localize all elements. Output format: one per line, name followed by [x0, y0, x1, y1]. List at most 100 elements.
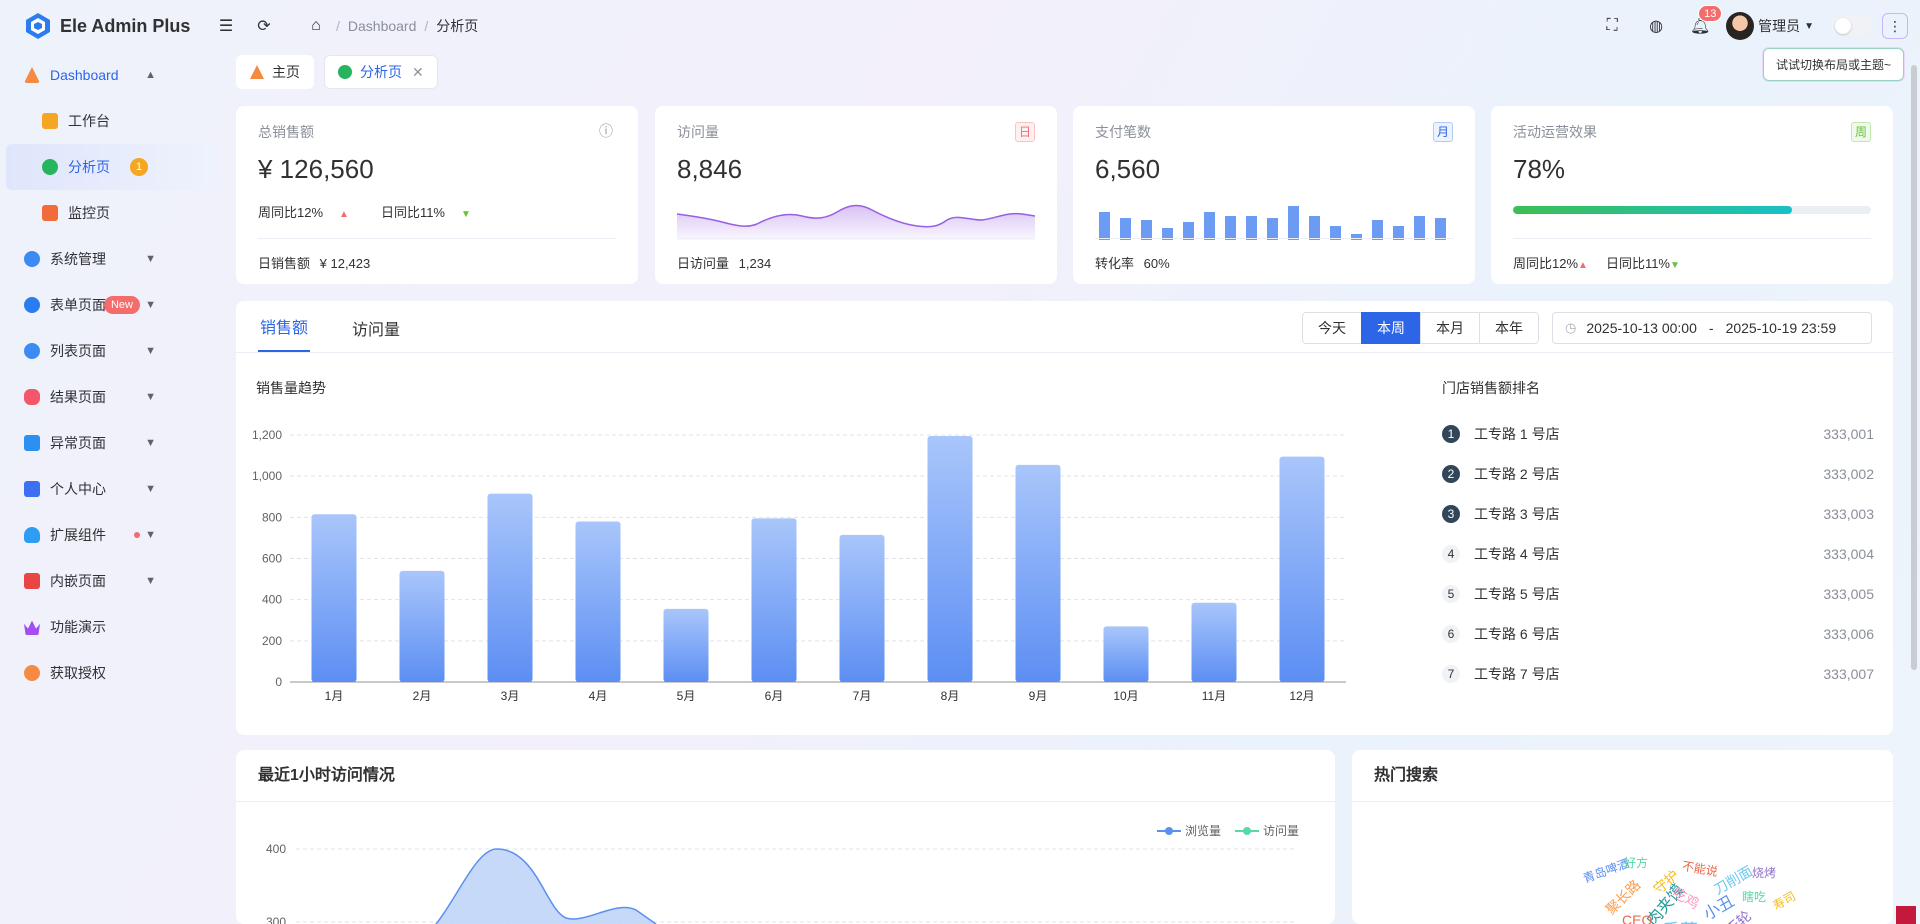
rank-number: 2	[1442, 465, 1460, 483]
notification-bell-icon[interactable]: 🔔︎ 13	[1688, 5, 1723, 38]
tab-analysis[interactable]: 分析页 ✕	[324, 55, 438, 89]
bar[interactable]	[399, 570, 445, 682]
logo[interactable]: Ele Admin Plus	[0, 12, 200, 40]
sidebar-item-analysis[interactable]: 分析页 1	[6, 144, 214, 190]
sidebar-item-exception[interactable]: 异常页面 ▼	[0, 420, 220, 466]
hot-search-word[interactable]: 香菜	[1662, 917, 1698, 924]
close-icon[interactable]: ✕	[412, 63, 424, 80]
tab-home[interactable]: 主页	[236, 55, 314, 89]
legend-green-marker	[1234, 826, 1259, 835]
hot-search-word[interactable]: 瞎吃	[1742, 890, 1767, 904]
bar[interactable]	[751, 518, 797, 682]
chevron-down-icon: ▼	[145, 529, 156, 541]
footer-value: 1,234	[738, 256, 772, 271]
y-tick-label: 800	[262, 510, 282, 524]
theme-toggle[interactable]	[1832, 15, 1872, 37]
y-tick-label: 300	[266, 915, 287, 924]
system-icon	[24, 251, 40, 267]
sidebar: Dashboard ▲ 工作台 分析页 1 监控页 系统管理 ▼ 表单页面 Ne…	[0, 52, 220, 924]
sidebar-item-license[interactable]: 获取授权	[0, 650, 220, 696]
license-icon	[24, 665, 40, 681]
sidebar-item-label: 获取授权	[50, 665, 106, 681]
legend-item-visits[interactable]: 访问量	[1234, 822, 1299, 839]
range-today-button[interactable]: 今天	[1302, 312, 1362, 344]
bar[interactable]	[927, 436, 973, 682]
fullscreen-icon[interactable]: ⛶	[1606, 17, 1618, 34]
hot-search-word[interactable]: 烧烤	[1752, 866, 1777, 880]
app-title: Ele Admin Plus	[60, 15, 191, 36]
store-sales-value: 333,005	[1823, 586, 1874, 602]
x-tick-label: 5月	[677, 689, 696, 703]
store-sales-value: 333,006	[1823, 626, 1874, 642]
sidebar-item-iframe[interactable]: 内嵌页面 ▼	[0, 558, 220, 604]
sidebar-item-extension[interactable]: 扩展组件 ▼	[0, 512, 220, 558]
bar[interactable]	[1279, 456, 1325, 682]
range-week-button[interactable]: 本周	[1361, 312, 1421, 344]
date-separator: -	[1708, 320, 1714, 336]
bar[interactable]	[839, 534, 885, 682]
stat-footer: 日访问量 1,234	[677, 238, 1035, 272]
user-menu[interactable]: 管理员 ▼	[1726, 12, 1814, 40]
sidebar-item-system[interactable]: 系统管理 ▼	[0, 236, 220, 282]
home-icon[interactable]: ⌂	[311, 17, 321, 34]
date-range-picker[interactable]: ◷ 2025-10-13 00:00 - 2025-10-19 23:59	[1552, 312, 1872, 344]
breadcrumb-dashboard[interactable]: Dashboard	[347, 18, 417, 34]
sidebar-item-monitor[interactable]: 监控页	[0, 190, 220, 236]
pageviews-area	[436, 848, 656, 924]
store-sales-value: 333,004	[1823, 546, 1874, 562]
workbench-icon	[42, 113, 58, 129]
sidebar-item-label: 功能演示	[50, 619, 106, 635]
date-end[interactable]: 2025-10-19 23:59	[1725, 320, 1837, 336]
stat-card-sales: 总销售额 ⓘ ¥ 126,560 周同比12% ▲ 日同比11% ▼ 日销售额 ¥ …	[236, 106, 638, 284]
tab-visits[interactable]: 访问量	[352, 322, 401, 339]
collapse-sidebar-icon[interactable]: ☰	[218, 18, 234, 35]
bar[interactable]	[487, 493, 533, 682]
rank-title: 门店销售额排名	[1442, 380, 1540, 396]
sidebar-item-user-center[interactable]: 个人中心 ▼	[0, 466, 220, 512]
rank-number: 7	[1442, 665, 1460, 683]
page-scrollbar[interactable]	[1911, 65, 1917, 670]
sidebar-item-demo[interactable]: 功能演示	[0, 604, 220, 650]
trend-down-icon: ▼	[461, 209, 471, 220]
refresh-icon[interactable]: ⟳	[257, 18, 271, 35]
more-settings-icon[interactable]: ⋮	[1882, 13, 1908, 39]
legend-item-pageviews[interactable]: 浏览量	[1156, 822, 1221, 839]
sidebar-item-list[interactable]: 列表页面 ▼	[0, 328, 220, 374]
hot-search-word[interactable]: 不能说	[1680, 858, 1719, 880]
bar[interactable]	[1103, 626, 1149, 682]
bar[interactable]	[575, 521, 621, 682]
sidebar-item-label: 系统管理	[50, 251, 106, 267]
bar[interactable]	[1191, 602, 1237, 682]
flag-icon[interactable]	[1896, 906, 1916, 924]
visit-legend: 浏览量 访问量	[1156, 822, 1299, 839]
range-month-button[interactable]: 本月	[1420, 312, 1480, 344]
sidebar-item-form[interactable]: 表单页面 New ▼	[0, 282, 220, 328]
sidebar-item-dashboard[interactable]: Dashboard ▲	[0, 52, 220, 98]
date-start[interactable]: 2025-10-13 00:00	[1586, 320, 1697, 336]
tab-sales[interactable]: 销售额	[258, 314, 311, 352]
range-year-button[interactable]: 本年	[1479, 312, 1539, 344]
store-sales-value: 333,003	[1823, 506, 1874, 522]
language-globe-icon[interactable]: ◍	[1649, 18, 1664, 35]
rank-row: 2 工专路 2 号店 333,002	[1442, 464, 1874, 484]
bar[interactable]	[311, 514, 357, 682]
bar[interactable]	[663, 608, 709, 682]
analysis-count-badge: 1	[130, 158, 148, 176]
sidebar-item-label: 结果页面	[50, 389, 106, 405]
stat-footer: 日销售额 ¥ 12,423	[258, 238, 616, 272]
hot-search-word[interactable]: 好方	[1624, 856, 1649, 870]
monitor-icon	[42, 205, 58, 221]
store-sales-value: 333,001	[1823, 426, 1874, 442]
help-icon[interactable]: ⓘ	[599, 123, 613, 139]
hot-search-word[interactable]: 寿司	[1770, 888, 1799, 913]
stat-title: 总销售额	[258, 124, 314, 140]
sidebar-item-result[interactable]: 结果页面 ▼	[0, 374, 220, 420]
sidebar-item-label: 工作台	[68, 113, 110, 129]
x-tick-label: 12月	[1289, 689, 1314, 703]
stat-value: ¥ 126,560	[258, 154, 374, 184]
sales-bar-chart: 0 200 400 600 800 1,000 1,200 1月 2月 3月 4月 5月 6月 7月 8月 9…	[252, 428, 1346, 703]
hot-search-word[interactable]: CEO	[1622, 912, 1653, 924]
bar[interactable]	[1015, 464, 1061, 682]
x-tick-label: 9月	[1029, 689, 1048, 703]
sidebar-item-workbench[interactable]: 工作台	[0, 98, 220, 144]
